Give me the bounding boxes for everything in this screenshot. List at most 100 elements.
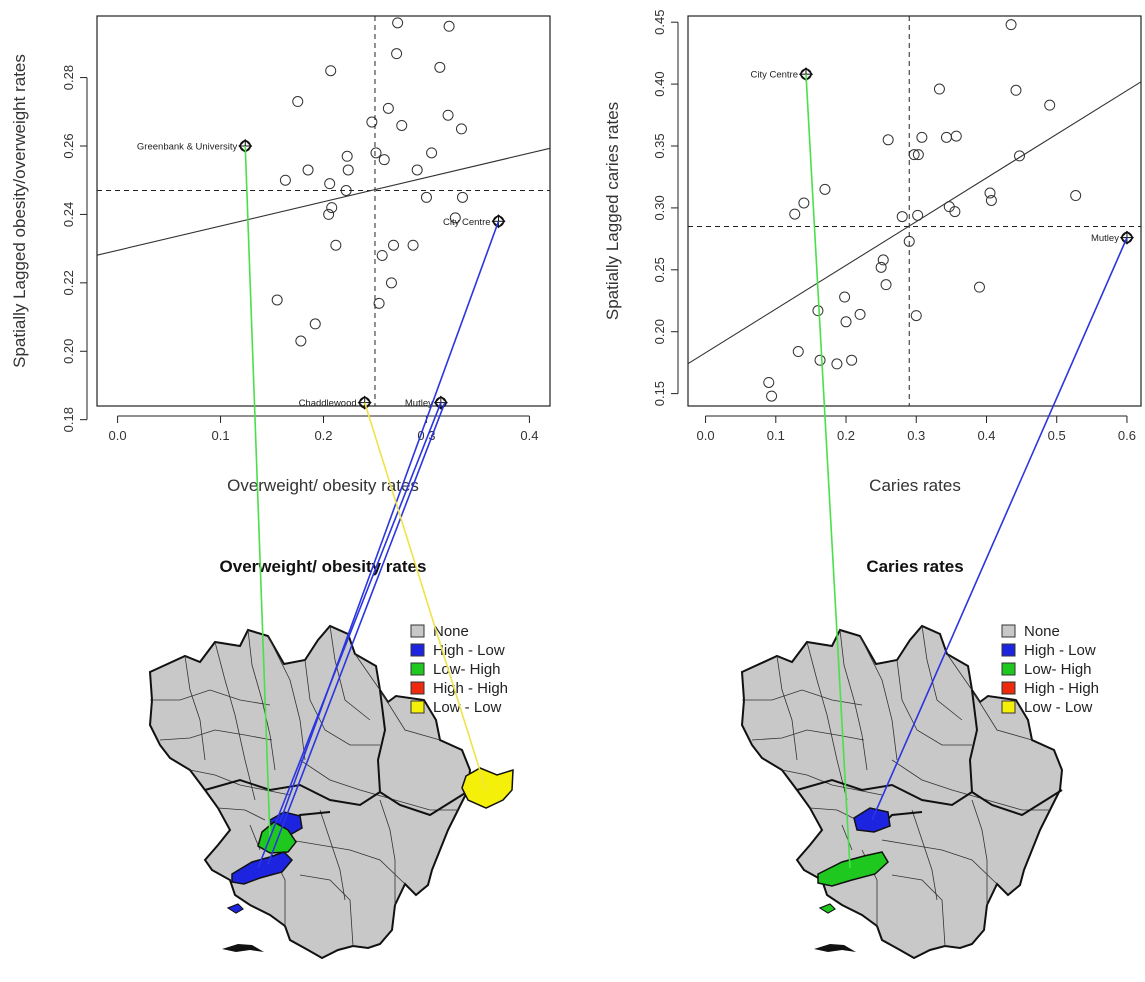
data-point bbox=[854, 308, 866, 320]
data-point bbox=[302, 164, 314, 176]
data-point bbox=[279, 174, 291, 186]
data-point bbox=[456, 191, 468, 203]
data-point bbox=[1010, 84, 1022, 96]
region-chaddlewood-low-low bbox=[461, 767, 514, 809]
legend-swatch bbox=[410, 700, 425, 714]
x-tick-label: 0.4 bbox=[977, 428, 995, 443]
data-point bbox=[426, 147, 438, 159]
data-point bbox=[789, 208, 801, 220]
legend-label: Low- High bbox=[1024, 661, 1092, 678]
data-point bbox=[985, 194, 997, 206]
y-tick-label: 0.40 bbox=[652, 71, 667, 96]
data-point bbox=[839, 291, 851, 303]
legend-item: High - Low bbox=[410, 642, 505, 659]
data-point bbox=[434, 61, 446, 73]
point-label: Chaddlewood bbox=[299, 398, 357, 409]
data-point bbox=[388, 239, 400, 251]
obesity-scatter-plot: Greenbank & University City Centre Chaddle… bbox=[10, 15, 551, 495]
data-point bbox=[819, 183, 831, 195]
legend-label: None bbox=[1024, 623, 1060, 640]
legend-item: Low - Low bbox=[1001, 699, 1093, 716]
x-tick-label: 0.2 bbox=[314, 428, 332, 443]
legend-item: Low- High bbox=[1001, 661, 1092, 678]
data-point bbox=[392, 17, 404, 29]
caries-map-legend: None High - Low Low- High High - High Low - … bbox=[1001, 623, 1099, 716]
connector-caries-city-centre bbox=[805, 74, 851, 869]
data-point bbox=[1005, 19, 1017, 31]
data-point bbox=[912, 149, 924, 161]
legend-item: High - Low bbox=[1001, 642, 1096, 659]
connector-greenbank bbox=[244, 145, 271, 839]
legend-swatch bbox=[410, 681, 425, 695]
data-point bbox=[370, 147, 382, 159]
connector-mutley-2 bbox=[267, 402, 446, 865]
obesity-regression-line bbox=[96, 147, 551, 256]
data-point bbox=[1044, 99, 1056, 111]
x-tick-label: 0.1 bbox=[212, 428, 230, 443]
data-point bbox=[910, 310, 922, 322]
obesity-map-title: Overweight/ obesity rates bbox=[220, 557, 427, 576]
obesity-map-base bbox=[149, 625, 471, 959]
legend-label: None bbox=[433, 623, 469, 640]
legend-item: None bbox=[1001, 623, 1060, 640]
connector-mutley bbox=[257, 402, 442, 869]
point-label: Mutley bbox=[1091, 233, 1119, 244]
connector-chaddlewood bbox=[363, 402, 487, 791]
data-point bbox=[949, 206, 961, 218]
data-point bbox=[407, 239, 419, 251]
x-tick-label: 0.5 bbox=[1048, 428, 1066, 443]
data-point bbox=[877, 254, 889, 266]
legend-label: Low - Low bbox=[1024, 699, 1093, 716]
legend-label: High - Low bbox=[433, 642, 505, 659]
data-point bbox=[325, 65, 337, 77]
island-high-low bbox=[226, 903, 244, 914]
legend-item: None bbox=[410, 623, 469, 640]
data-point bbox=[378, 154, 390, 166]
data-point bbox=[984, 187, 996, 199]
data-point bbox=[342, 164, 354, 176]
obesity-y-axis-label: Spatially Lagged obesity/overweight rate… bbox=[10, 54, 29, 368]
data-point bbox=[846, 354, 858, 366]
legend-swatch bbox=[1001, 700, 1016, 714]
x-tick-label: 0.2 bbox=[837, 428, 855, 443]
data-point bbox=[814, 354, 826, 366]
y-tick-label: 0.20 bbox=[61, 339, 76, 364]
legend-label: Low- High bbox=[433, 661, 501, 678]
data-point bbox=[411, 164, 423, 176]
y-tick-label: 0.22 bbox=[61, 270, 76, 295]
data-point bbox=[950, 130, 962, 142]
legend-item: Low - Low bbox=[410, 699, 502, 716]
x-tick-label: 0.0 bbox=[697, 428, 715, 443]
caries-map-title: Caries rates bbox=[866, 557, 963, 576]
data-point bbox=[882, 134, 894, 146]
caries-plot-frame bbox=[687, 15, 1142, 407]
legend-item: High - High bbox=[410, 680, 508, 697]
data-point bbox=[812, 305, 824, 317]
caries-regression-line bbox=[687, 81, 1142, 365]
y-tick-label: 0.15 bbox=[652, 381, 667, 406]
data-point bbox=[455, 123, 467, 135]
data-point bbox=[1013, 150, 1025, 162]
data-point bbox=[973, 281, 985, 293]
legend-label: High - High bbox=[1024, 680, 1099, 697]
legend-label: Low - Low bbox=[433, 699, 502, 716]
island-low-high bbox=[818, 903, 836, 914]
data-point bbox=[896, 211, 908, 223]
data-point bbox=[792, 346, 804, 358]
x-tick-label: 0.0 bbox=[109, 428, 127, 443]
data-point bbox=[1070, 190, 1082, 202]
y-tick-label: 0.26 bbox=[61, 133, 76, 158]
point-label: Greenbank & University bbox=[137, 142, 238, 153]
x-tick-label: 0.1 bbox=[767, 428, 785, 443]
data-point bbox=[341, 150, 353, 162]
data-point bbox=[295, 335, 307, 347]
point-label: City Centre bbox=[750, 70, 798, 81]
legend-label: High - Low bbox=[1024, 642, 1096, 659]
data-point bbox=[449, 212, 461, 224]
data-point bbox=[766, 390, 778, 402]
legend-swatch bbox=[1001, 643, 1016, 657]
x-tick-label: 0.6 bbox=[1118, 428, 1136, 443]
y-tick-label: 0.28 bbox=[61, 65, 76, 90]
caries-map bbox=[741, 625, 1063, 959]
connector-caries-mutley bbox=[871, 237, 1128, 821]
